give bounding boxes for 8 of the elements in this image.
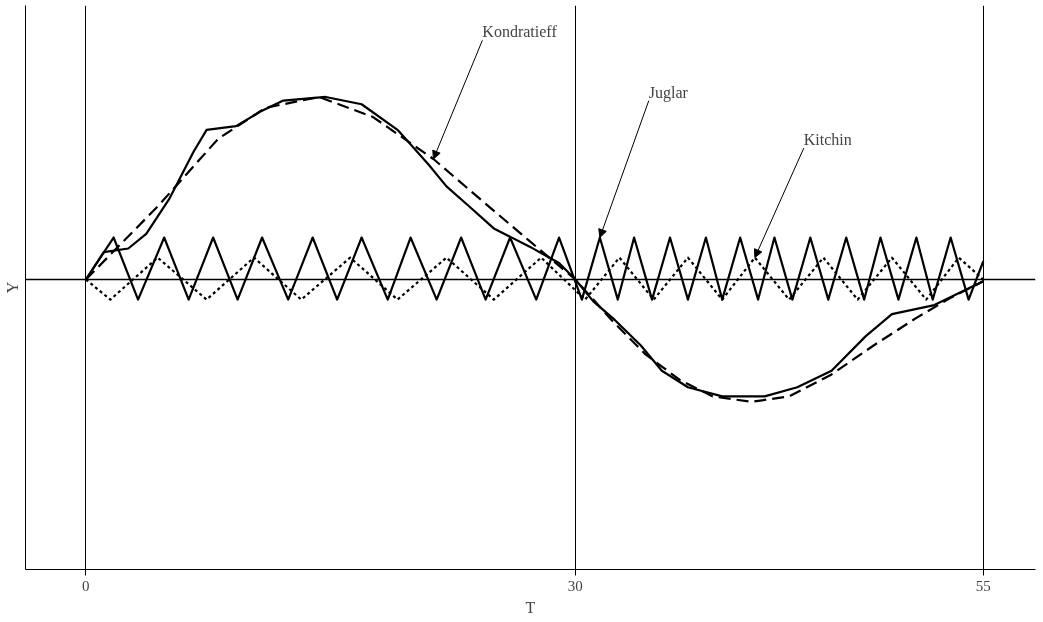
y-axis-title: Y xyxy=(3,281,21,294)
text: Kitchin xyxy=(803,131,852,149)
x-tick-label: 30 xyxy=(567,577,583,594)
x-tick-label: 55 xyxy=(975,577,991,594)
text: Juglar xyxy=(648,83,689,102)
x-tick-label: 0 xyxy=(82,577,90,594)
x-axis-title: T xyxy=(525,598,536,616)
text: Kondratieff xyxy=(482,23,558,41)
